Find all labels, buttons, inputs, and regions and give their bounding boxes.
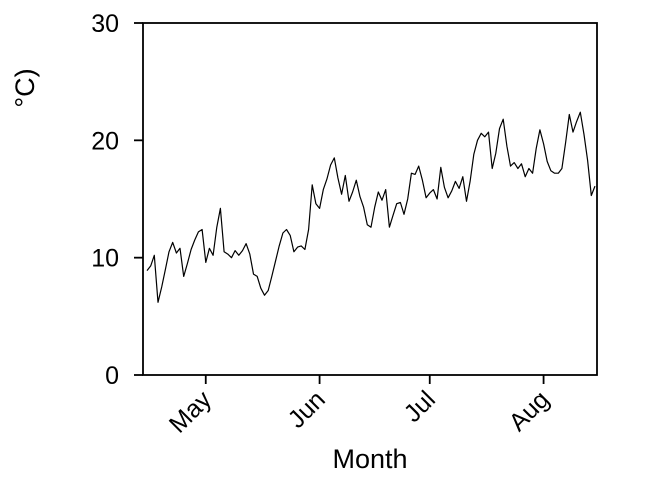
y-tick-label: 0: [105, 362, 119, 390]
x-tick-label-jul: Jul: [399, 385, 441, 427]
plot-area-border: [142, 22, 598, 376]
y-tick-label: 10: [91, 245, 119, 273]
y-tick-label: 30: [91, 10, 119, 38]
x-tick-label-aug: Aug: [504, 385, 555, 436]
x-tick-label-may: May: [164, 385, 218, 439]
y-tick-label: 20: [91, 127, 119, 155]
temperature-series-line: [146, 111, 596, 303]
x-tick-label-jun: Jun: [283, 385, 331, 433]
y-axis-title: °C): [10, 68, 40, 107]
x-axis: May Jun Jul Aug: [164, 375, 555, 439]
x-axis-title: Month: [332, 444, 407, 474]
y-axis: 0 10 20 30: [91, 10, 143, 390]
